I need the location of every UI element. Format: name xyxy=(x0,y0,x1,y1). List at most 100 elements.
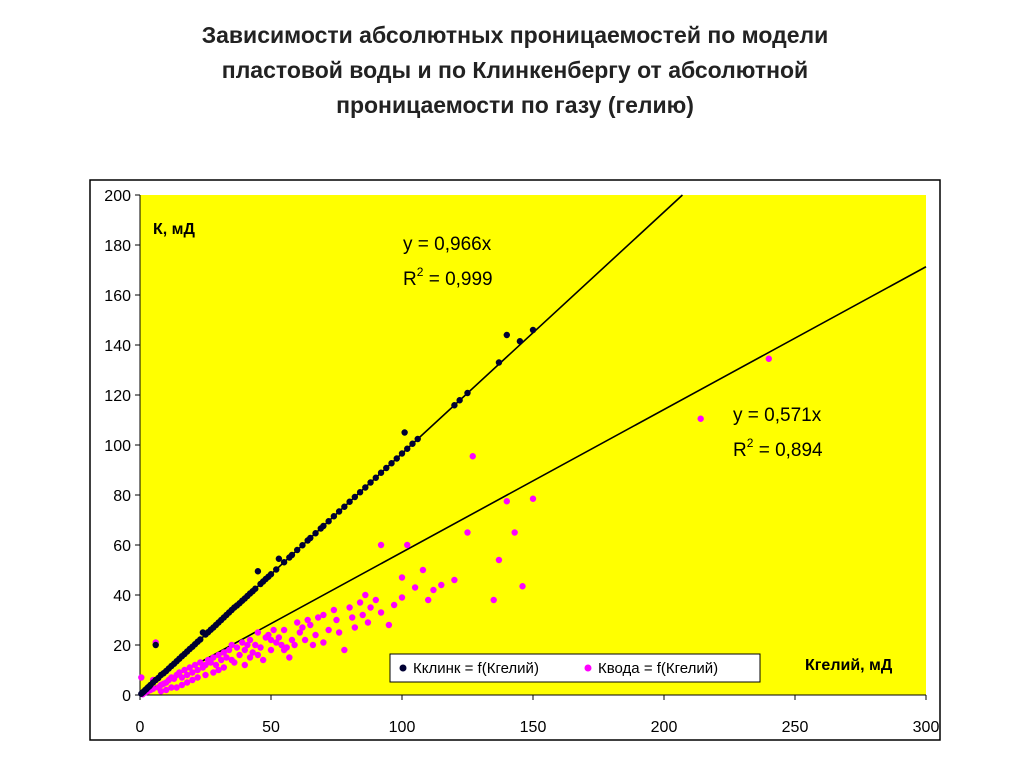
data-point-series-1 xyxy=(451,402,458,409)
r2-sup-series-2: 2 xyxy=(747,436,754,450)
data-point-series-2 xyxy=(320,639,327,646)
data-point-series-1 xyxy=(388,460,395,467)
data-point-series-2 xyxy=(197,659,204,666)
data-point-series-1 xyxy=(383,464,390,472)
data-point-series-2 xyxy=(419,566,427,574)
data-point-series-2 xyxy=(210,654,217,661)
title-line-2: пластовой воды и по Клинкенбергу от абсо… xyxy=(221,57,809,83)
data-point-series-1 xyxy=(280,559,288,566)
legend-box xyxy=(389,653,761,683)
data-point-series-2 xyxy=(267,646,275,654)
legend-label-series-1: Кклинк = f(Кгелий) xyxy=(413,660,539,677)
data-point-series-2 xyxy=(254,651,262,659)
data-point-series-1 xyxy=(401,429,408,436)
data-point-series-2 xyxy=(178,681,186,689)
data-point-series-2 xyxy=(464,529,471,536)
data-point-series-2 xyxy=(186,664,193,671)
data-point-series-2 xyxy=(249,649,256,656)
data-point-series-2 xyxy=(241,646,248,654)
data-point-series-2 xyxy=(385,621,393,629)
data-point-series-2 xyxy=(218,656,225,664)
data-point-series-2 xyxy=(236,651,243,659)
data-point-series-2 xyxy=(223,654,230,661)
data-point-series-2 xyxy=(189,676,196,684)
data-point-series-1 xyxy=(312,530,319,537)
data-point-series-1 xyxy=(273,566,280,573)
data-point-series-2 xyxy=(212,661,220,669)
r2-series-2: R2 = 0,894 xyxy=(733,436,823,461)
data-point-series-1 xyxy=(529,326,537,334)
data-point-series-2 xyxy=(511,529,518,536)
data-point-series-1 xyxy=(307,534,314,542)
title-line-1: Зависимости абсолютных проницаемостей по… xyxy=(201,22,829,48)
legend-label-series-2: Квода = f(Кгелий) xyxy=(598,660,718,677)
data-point-series-2 xyxy=(765,355,772,362)
data-point-series-2 xyxy=(228,641,235,649)
data-point-series-2 xyxy=(430,586,437,594)
data-point-series-2 xyxy=(299,624,306,631)
data-point-series-1 xyxy=(398,450,406,457)
data-point-series-2 xyxy=(189,669,196,676)
data-point-series-2 xyxy=(176,669,183,676)
y-tick-label: 120 xyxy=(104,388,131,405)
data-point-series-2 xyxy=(252,641,259,649)
data-point-series-2 xyxy=(215,666,222,674)
data-point-series-1 xyxy=(409,440,416,447)
data-point-series-2 xyxy=(273,639,280,646)
data-point-series-2 xyxy=(225,646,233,654)
r2-label-series-2: R xyxy=(733,440,747,461)
data-point-series-2 xyxy=(163,686,170,694)
r2-label-series-1: R xyxy=(403,269,417,290)
data-point-series-1 xyxy=(404,445,411,452)
data-point-series-2 xyxy=(309,641,317,649)
data-point-series-2 xyxy=(288,636,296,644)
data-point-series-2 xyxy=(495,556,503,564)
data-point-series-2 xyxy=(367,604,374,611)
data-point-series-1 xyxy=(393,455,400,462)
data-point-series-2 xyxy=(296,629,304,636)
data-point-series-2 xyxy=(349,614,356,621)
data-point-series-1 xyxy=(152,641,159,649)
data-point-series-2 xyxy=(194,674,201,681)
data-point-series-2 xyxy=(257,644,264,651)
axes: 0 20 40 60 80 100 120 140 160 180 200 0 50 100 150 200 2… xyxy=(104,188,939,736)
y-tick-label: 160 xyxy=(104,288,131,305)
data-point-series-2 xyxy=(359,611,366,619)
y-tick-label: 40 xyxy=(113,588,131,605)
data-point-series-2 xyxy=(244,641,251,649)
data-point-series-2 xyxy=(469,453,476,460)
data-point-series-2 xyxy=(157,688,165,695)
data-point-series-2 xyxy=(283,644,290,651)
legend: Кклинк = f(Кгелий) Квода = f(Кгелий) xyxy=(389,653,761,683)
data-point-series-2 xyxy=(364,619,372,626)
data-point-series-1 xyxy=(516,338,524,345)
plot-area xyxy=(140,195,926,695)
x-tick-label: 0 xyxy=(136,719,145,736)
data-point-series-1 xyxy=(372,474,379,481)
y-tick-label: 60 xyxy=(113,538,131,555)
data-point-series-2 xyxy=(278,641,285,649)
data-point-series-2 xyxy=(411,584,419,591)
data-point-series-2 xyxy=(404,541,411,549)
data-point-series-2 xyxy=(220,664,228,671)
data-point-series-2 xyxy=(451,576,458,584)
x-tick-label: 100 xyxy=(389,719,416,736)
data-point-series-1 xyxy=(320,522,327,530)
data-point-series-2 xyxy=(267,636,275,644)
data-point-series-2 xyxy=(377,541,385,549)
data-point-series-2 xyxy=(398,574,406,581)
data-point-series-2 xyxy=(304,616,311,624)
data-point-series-2 xyxy=(138,674,145,681)
data-point-series-2 xyxy=(697,415,704,422)
data-point-series-2 xyxy=(294,619,301,626)
data-point-series-2 xyxy=(231,659,238,666)
r2-value-series-1: = 0,999 xyxy=(423,269,492,290)
equation-series-1: y = 0,966x xyxy=(403,234,492,255)
data-point-series-2 xyxy=(320,611,327,619)
data-point-series-2 xyxy=(233,644,241,651)
data-point-series-2 xyxy=(280,626,288,634)
title-line-3: проницаемости по газу (гелию) xyxy=(336,92,694,118)
y-tick-label: 0 xyxy=(122,688,131,705)
data-point-series-2 xyxy=(356,599,364,606)
